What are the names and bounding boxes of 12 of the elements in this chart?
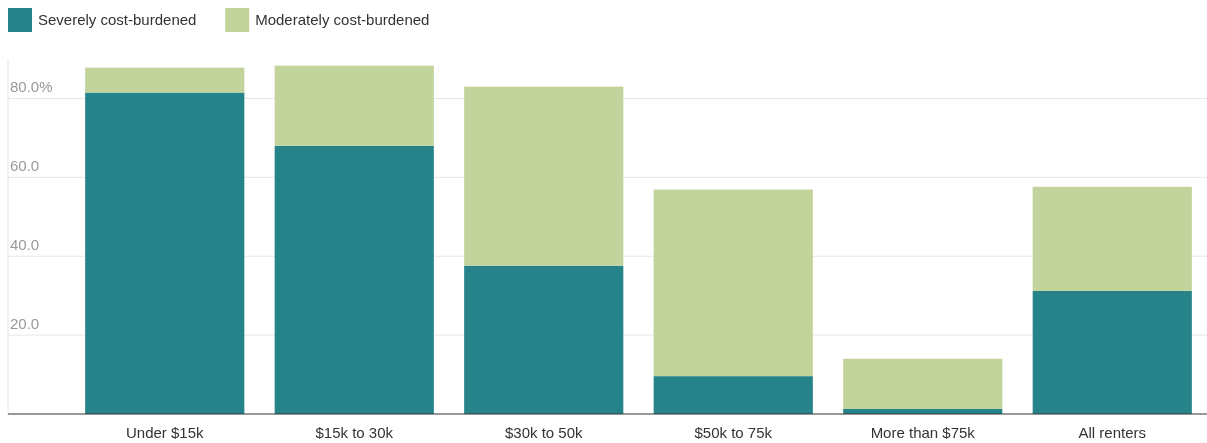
x-tick-label: $30k to 50k <box>504 424 584 441</box>
y-tick-label: 80.0% <box>10 78 53 96</box>
x-tick-label: More than $75k <box>870 424 976 441</box>
x-tick-label: $50k to 75k <box>694 424 773 441</box>
x-tick-label: All renters <box>1078 424 1147 441</box>
x-tick-label: Under $15k <box>125 424 205 441</box>
y-tick-label: 40.0 <box>10 236 40 254</box>
x-tick-label: $15k to 30k <box>315 424 394 441</box>
y-tick-label: 20.0 <box>10 315 40 333</box>
y-tick-label: 60.0 <box>10 157 40 175</box>
legend-label: Moderately cost-burdened <box>255 11 430 28</box>
legend-label: Severely cost-burdened <box>38 11 197 28</box>
